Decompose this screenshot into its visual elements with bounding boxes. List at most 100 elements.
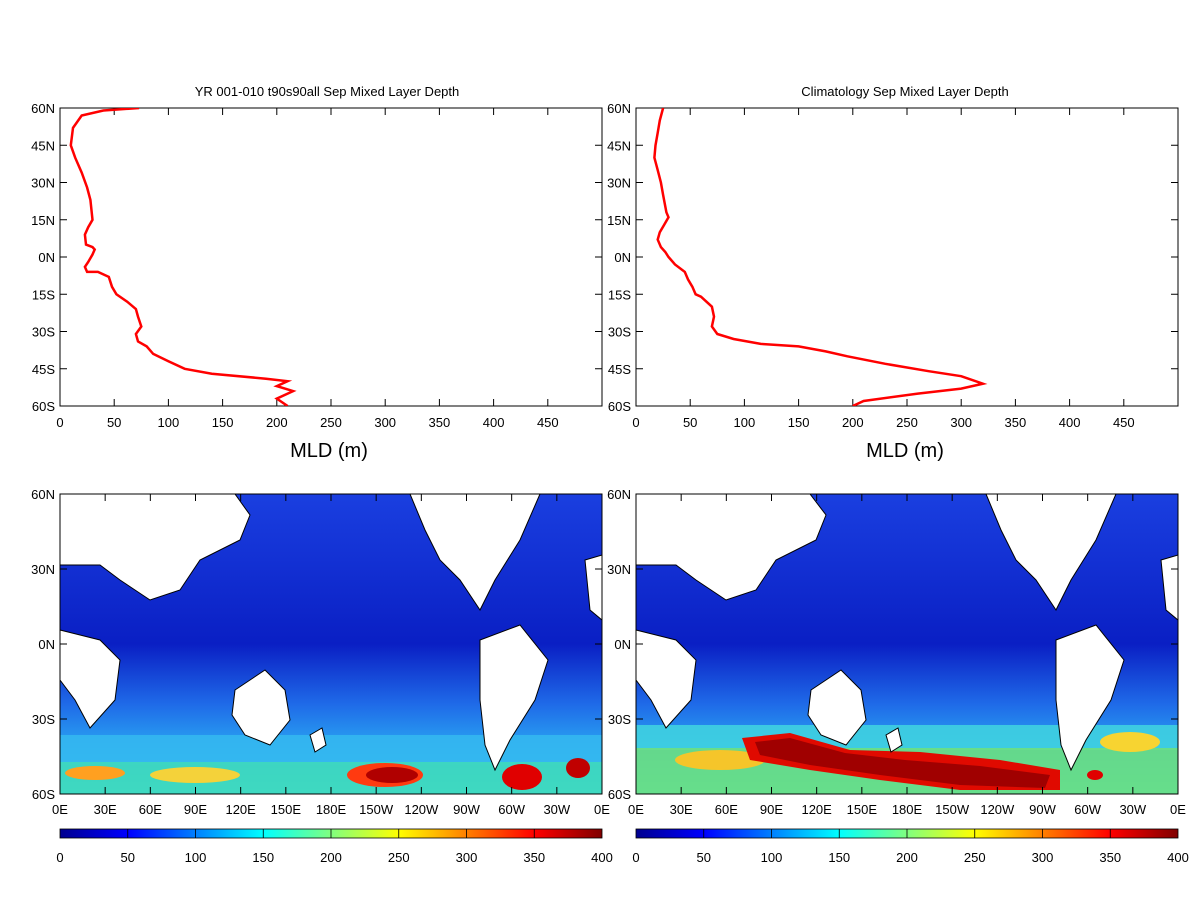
colorbar-tick-label: 200	[896, 850, 918, 865]
land-masses	[59, 493, 603, 772]
x-tick-label: 180E	[316, 802, 347, 817]
x-tick-label: 0E	[52, 802, 68, 817]
high-mld-patch	[366, 767, 418, 783]
chart-title: Climatology Sep Mixed Layer Depth	[801, 84, 1008, 99]
colorbar-tick-label: 250	[388, 850, 410, 865]
y-tick-label: 0N	[614, 637, 631, 652]
x-tick-label: 120W	[404, 802, 439, 817]
north-america-land	[985, 493, 1117, 611]
x-tick-label: 100	[734, 415, 756, 430]
x-tick-label: 350	[1005, 415, 1027, 430]
y-tick-label: 30N	[607, 176, 631, 191]
x-tick-label: 150	[212, 415, 234, 430]
land-masses	[635, 493, 1179, 772]
x-tick-label: 90E	[184, 802, 207, 817]
x-tick-label: 30W	[543, 802, 570, 817]
high-mld-patch	[755, 738, 1050, 788]
x-tick-label: 200	[842, 415, 864, 430]
y-tick-label: 15N	[31, 213, 55, 228]
new-zealand-land	[885, 727, 903, 753]
colorbar-tick-label: 350	[523, 850, 545, 865]
high-mld-patch	[1100, 732, 1160, 752]
x-tick-label: 90W	[453, 802, 480, 817]
x-tick-label: 300	[950, 415, 972, 430]
y-tick-label: 60N	[607, 487, 631, 502]
colorbar-tick-label: 350	[1099, 850, 1121, 865]
x-tick-label: 30E	[670, 802, 693, 817]
x-tick-label: 0E	[594, 802, 610, 817]
y-tick-label: 30N	[31, 562, 55, 577]
chart-title: YR 001-010 t90s90all Sep Mixed Layer Dep…	[195, 84, 460, 99]
y-tick-label: 60N	[31, 487, 55, 502]
profile-chart-right: Climatology Sep Mixed Layer Depth 0 50 100…	[607, 84, 1179, 462]
y-tick-label: 45N	[607, 138, 631, 153]
x-tick-label: 60E	[715, 802, 738, 817]
x-tick-label: 450	[1113, 415, 1135, 430]
high-mld-patch	[566, 758, 590, 778]
x-tick-label: 60W	[1074, 802, 1101, 817]
y-tick-label: 60N	[607, 101, 631, 116]
new-zealand-land	[309, 727, 327, 753]
africa-land	[59, 629, 121, 729]
southern-ocean-band	[636, 725, 1178, 794]
y-tick-label: 30S	[32, 325, 55, 340]
x-tick-label: 120W	[980, 802, 1015, 817]
colorbar-tick-label: 400	[591, 850, 613, 865]
colorbar-tick-label: 300	[1032, 850, 1054, 865]
colorbar-tick-label: 200	[320, 850, 342, 865]
x-axis-label: MLD (m)	[290, 440, 368, 462]
x-tick-label: 60W	[498, 802, 525, 817]
australia-land	[807, 669, 867, 746]
x-tick-label: 400	[1059, 415, 1081, 430]
x-tick-label: 90E	[760, 802, 783, 817]
x-tick-label: 120E	[801, 802, 832, 817]
colorbar-tick-label: 100	[761, 850, 783, 865]
x-tick-label: 0E	[628, 802, 644, 817]
plot-frame	[59, 107, 603, 407]
x-tick-label: 150W	[359, 802, 394, 817]
high-mld-patch	[675, 750, 765, 770]
y-tick-label: 30S	[32, 712, 55, 727]
eurasia-land	[635, 493, 827, 601]
high-mld-patch	[502, 764, 542, 790]
y-tick-label: 0N	[38, 250, 55, 265]
north-america-land	[409, 493, 541, 611]
y-tick-label: 60S	[32, 787, 55, 802]
x-tick-label: 400	[483, 415, 505, 430]
profile-chart-left: YR 001-010 t90s90all Sep Mixed Layer Dep…	[31, 84, 603, 462]
x-tick-label: 180E	[892, 802, 923, 817]
colorbar-tick-label: 0	[632, 850, 639, 865]
mld-map-right: 0E 30E 60E 90E 120E 150E 180E 150W 120W 90W 60W 30W…	[607, 487, 1189, 865]
x-tick-label: 450	[537, 415, 559, 430]
y-tick-label: 60N	[31, 101, 55, 116]
x-tick-label: 30W	[1119, 802, 1146, 817]
colorbar-tick-label: 50	[697, 850, 711, 865]
plot-frame	[635, 107, 1179, 407]
x-tick-label: 200	[266, 415, 288, 430]
southern-ocean-band	[60, 735, 602, 794]
y-tick-label: 0N	[38, 637, 55, 652]
mld-map-left: 0E 30E 60E 90E 120E 150E 180E 150W 120W 90W 60W 30W…	[31, 487, 613, 865]
y-tick-label: 45S	[608, 362, 631, 377]
x-axis-label: MLD (m)	[866, 440, 944, 462]
x-tick-label: 60E	[139, 802, 162, 817]
y-tick-label: 30S	[608, 712, 631, 727]
x-tick-label: 150	[788, 415, 810, 430]
high-mld-patch	[150, 767, 240, 783]
colorbar-tick-label: 100	[185, 850, 207, 865]
colorbar-tick-label: 300	[456, 850, 478, 865]
x-tick-label: 0	[56, 415, 63, 430]
y-tick-label: 45S	[32, 362, 55, 377]
x-tick-label: 30E	[94, 802, 117, 817]
y-tick-label: 15S	[608, 287, 631, 302]
series-line	[653, 108, 988, 406]
australia-land	[231, 669, 291, 746]
x-tick-label: 120E	[225, 802, 256, 817]
y-tick-label: 45N	[31, 138, 55, 153]
x-tick-label: 50	[107, 415, 121, 430]
x-tick-label: 0	[632, 415, 639, 430]
series-line	[69, 108, 297, 406]
x-tick-label: 250	[320, 415, 342, 430]
y-tick-label: 60S	[608, 399, 631, 414]
